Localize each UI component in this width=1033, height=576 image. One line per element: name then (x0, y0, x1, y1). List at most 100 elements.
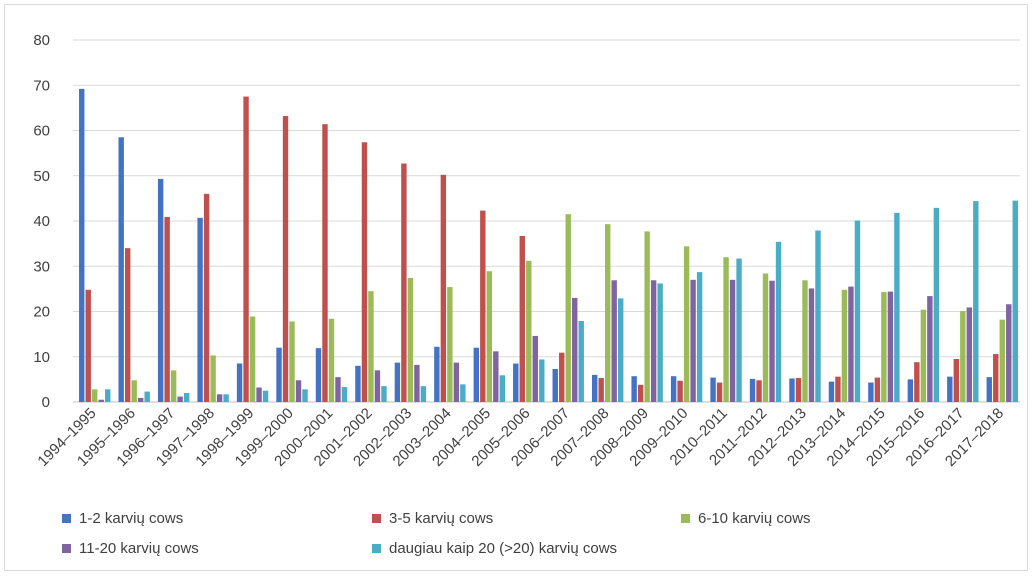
bar (532, 335, 538, 402)
bar (795, 378, 802, 402)
bar (552, 368, 558, 402)
bar (282, 116, 289, 403)
bar (854, 220, 861, 402)
bar (631, 376, 637, 402)
bar (124, 248, 131, 402)
bar (993, 354, 999, 402)
bar (519, 235, 525, 402)
bar (953, 359, 960, 402)
y-tick-label: 0 (42, 394, 50, 411)
bar (453, 362, 460, 402)
bar (710, 377, 716, 402)
bar (868, 382, 874, 402)
bar (210, 355, 216, 402)
y-tick-label: 30 (33, 258, 50, 275)
bar (960, 311, 966, 402)
bar (440, 174, 447, 402)
bar (716, 382, 723, 402)
bar (815, 230, 821, 402)
bar (170, 370, 177, 402)
bar (295, 380, 302, 402)
bar (493, 351, 499, 402)
bar (650, 280, 657, 402)
bar (769, 280, 775, 402)
bar (486, 271, 493, 402)
bar (914, 362, 920, 402)
legend: 1-2 karvių cows 3-5 karvių cows 6-10 karvi… (62, 510, 811, 557)
bar (137, 397, 144, 402)
bar (789, 378, 795, 402)
bar (105, 389, 111, 402)
bar (223, 394, 229, 402)
bar (999, 319, 1005, 402)
bar (368, 291, 374, 402)
bar (85, 289, 91, 402)
legend-swatch (372, 514, 381, 523)
bar (723, 257, 729, 402)
bar (197, 217, 203, 402)
x-axis-ticks: 1994–19951995–19961996–19971997–19981998… (34, 405, 1007, 470)
y-axis-ticks: 0 10 20 30 40 50 60 70 80 (33, 32, 50, 411)
y-tick-label: 70 (33, 77, 50, 94)
y-tick-label: 20 (33, 304, 50, 321)
bar (637, 384, 644, 402)
bar (749, 378, 756, 402)
bar (604, 224, 611, 402)
bar (907, 379, 914, 402)
bar (407, 278, 414, 402)
bar (361, 142, 368, 402)
legend-item: 3-5 karvių cows (372, 510, 493, 527)
bar (98, 399, 104, 402)
legend-swatch (372, 544, 381, 553)
bar (539, 359, 545, 402)
bar (565, 214, 571, 402)
bar (683, 246, 690, 402)
y-tick-label: 40 (33, 213, 50, 230)
legend-item: 1-2 karvių cows (62, 510, 183, 527)
bar (887, 291, 894, 402)
bar (341, 387, 348, 402)
bar (355, 365, 361, 402)
legend-label: 6-10 karvių cows (698, 510, 811, 527)
bar (322, 124, 328, 402)
bar (249, 316, 256, 402)
legend-label: 11-20 karvių cows (79, 540, 199, 557)
bar (572, 297, 578, 402)
bar (881, 292, 887, 402)
bar (802, 280, 808, 402)
bar (262, 390, 269, 402)
bar (289, 321, 295, 402)
bar (447, 287, 453, 402)
bar (973, 201, 979, 402)
bar (118, 137, 124, 402)
bar (401, 163, 407, 402)
bar (729, 279, 736, 402)
bar (933, 207, 940, 402)
bar (434, 346, 440, 402)
bar (947, 376, 953, 402)
bar (756, 380, 762, 402)
legend-swatch (62, 514, 71, 523)
legend-item: daugiau kaip 20 (>20) karvių cows (372, 540, 617, 557)
bar (1006, 304, 1012, 402)
gridlines (73, 39, 1020, 403)
bar (526, 260, 532, 402)
bar (835, 376, 841, 402)
bar (841, 289, 848, 402)
legend-item: 11-20 karvių cows (62, 540, 199, 557)
bar (598, 378, 604, 402)
bar (480, 210, 486, 402)
bar (894, 212, 900, 402)
bar (328, 318, 335, 402)
legend-label: daugiau kaip 20 (>20) karvių cows (389, 540, 617, 557)
bar (157, 178, 164, 402)
bar (808, 288, 815, 402)
bar (559, 352, 565, 402)
bars (79, 88, 1018, 403)
bar (736, 258, 742, 402)
bar (644, 231, 650, 402)
bar (828, 381, 835, 402)
bar (927, 296, 933, 402)
bar (183, 392, 190, 402)
